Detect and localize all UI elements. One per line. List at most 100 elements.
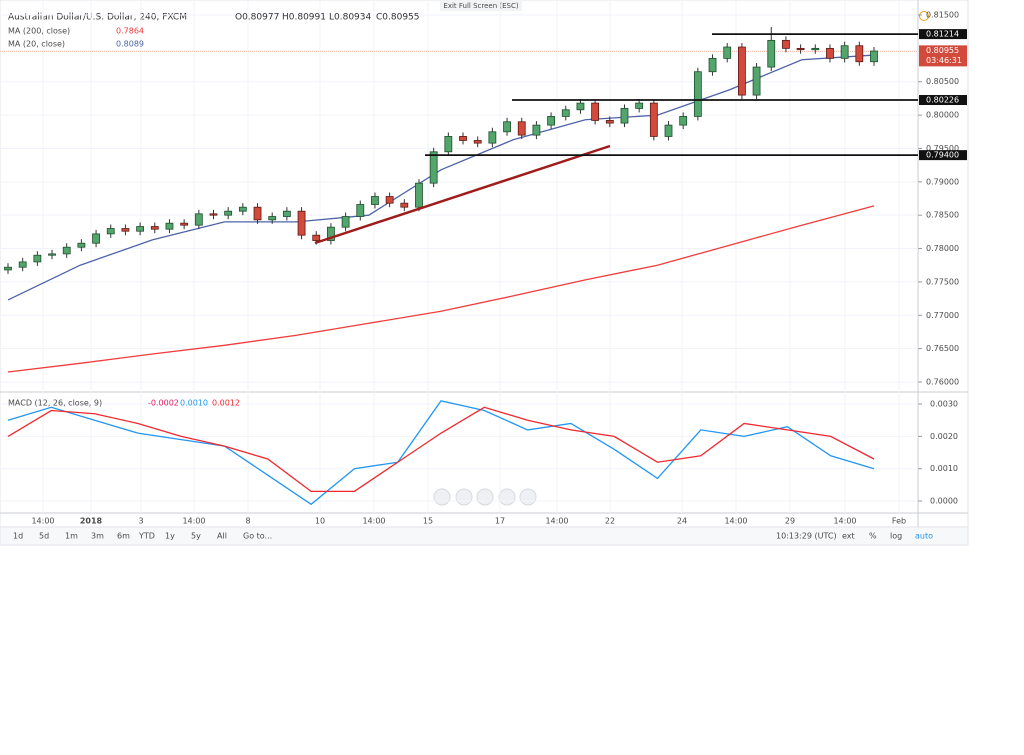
- y-tick-label: 0.81500: [926, 11, 959, 20]
- toolbar-option[interactable]: ext: [842, 532, 855, 541]
- ohlc-readout: H0.80991: [282, 13, 326, 23]
- x-tick-label: 14:00: [545, 517, 568, 526]
- nav-button[interactable]: [455, 488, 473, 506]
- y-tick-label: 0.76000: [926, 377, 959, 386]
- x-tick-label: 15: [423, 517, 433, 526]
- ohlc-readout: L0.80934: [329, 13, 372, 23]
- last-price-label: 0.80955: [926, 46, 959, 55]
- y-tick-label: 0.0020: [930, 432, 958, 441]
- candle-body: [649, 102, 658, 137]
- candle-body: [238, 206, 247, 212]
- nav-button[interactable]: [433, 488, 451, 506]
- x-tick-label: 3: [138, 517, 143, 526]
- ma-legend: MA (20, close): [8, 40, 65, 49]
- y-tick-label: 0.80500: [926, 77, 959, 86]
- y-tick-label: 0.78500: [926, 211, 959, 220]
- candle-body: [341, 216, 350, 228]
- ma-legend: MA (200, close): [8, 27, 70, 36]
- candle-body: [811, 47, 820, 51]
- ma-line: [7, 54, 875, 301]
- y-tick-label: 0.80000: [926, 111, 959, 120]
- level-label-box: [919, 150, 967, 161]
- y-tick-label: 0.76500: [926, 344, 959, 353]
- candle-body: [282, 210, 291, 217]
- x-tick-label: 14:00: [362, 517, 385, 526]
- x-tick-label: 17: [495, 517, 505, 526]
- y-tick-label: 0.79000: [926, 177, 959, 186]
- exit-fullscreen[interactable]: Exit Full Screen (ESC): [443, 2, 518, 10]
- alert-icon[interactable]: [919, 11, 929, 21]
- last-price-box: [919, 45, 967, 67]
- macd-title: MACD (12, 26, close, 9): [8, 399, 102, 408]
- y-tick-label: 0.77500: [926, 277, 959, 286]
- range-button[interactable]: 5y: [191, 532, 201, 541]
- range-button[interactable]: YTD: [138, 532, 155, 541]
- level-label: 0.81214: [926, 30, 959, 39]
- candle-body: [826, 47, 834, 59]
- candle-body: [429, 151, 438, 184]
- nav-button[interactable]: [476, 488, 494, 506]
- candle-body: [605, 120, 614, 124]
- range-button[interactable]: 6m: [117, 532, 130, 541]
- candle-body: [503, 121, 511, 133]
- x-tick-label: Feb: [892, 517, 906, 526]
- candle-body: [136, 226, 145, 232]
- toolbar-option[interactable]: log: [890, 532, 902, 541]
- candle-body: [327, 226, 335, 241]
- candle-body: [767, 39, 776, 68]
- candle-body: [33, 254, 42, 263]
- candle-body: [635, 102, 644, 109]
- candle-body: [737, 46, 746, 96]
- y-tick-label: 0.0000: [930, 497, 958, 506]
- y-tick-label: 0.77000: [926, 311, 959, 320]
- range-button[interactable]: 3m: [91, 532, 104, 541]
- candle-body: [576, 102, 585, 111]
- toolbar-option[interactable]: auto: [915, 532, 933, 541]
- clock: 10:13:29 (UTC): [776, 532, 837, 541]
- x-tick-label: 14:00: [182, 517, 205, 526]
- candle-body: [385, 196, 394, 204]
- candle-body: [488, 131, 497, 144]
- y-tick-label: 0.79500: [926, 144, 959, 153]
- ohlc-readout: O0.80977: [235, 13, 279, 23]
- candle-body: [664, 124, 673, 137]
- candle-body: [679, 116, 688, 126]
- candle-body: [708, 57, 717, 73]
- range-button[interactable]: 1m: [65, 532, 78, 541]
- level-label-box: [919, 95, 967, 106]
- trend-line: [314, 144, 611, 245]
- countdown: 03:46:31: [926, 56, 962, 65]
- x-tick-label: 14:00: [724, 517, 747, 526]
- goto-button[interactable]: Go to...: [243, 532, 272, 541]
- candle-body: [620, 108, 629, 124]
- level-label: 0.80226: [926, 96, 959, 105]
- candle-body: [253, 206, 262, 221]
- nav-button[interactable]: [498, 488, 516, 506]
- x-tick-label: 14:00: [31, 517, 54, 526]
- candle-body: [855, 45, 864, 63]
- ohlc-readout: C0.80955: [376, 13, 420, 23]
- candle-body: [268, 216, 277, 221]
- y-tick-label: 0.78000: [926, 244, 959, 253]
- x-tick-label: 10: [315, 517, 325, 526]
- candle-body: [18, 261, 27, 268]
- range-button[interactable]: 5d: [39, 532, 49, 541]
- range-button[interactable]: All: [217, 532, 227, 541]
- bottom-toolbar: [0, 526, 969, 546]
- exit-fullscreen-button[interactable]: [440, 0, 522, 11]
- x-tick-label: 8: [245, 517, 250, 526]
- ma-legend-value: 0.8089: [116, 40, 144, 49]
- macd-readout: 0.0010: [180, 399, 208, 408]
- x-tick-label: 24: [677, 517, 687, 526]
- candle-body: [312, 234, 321, 241]
- candle-body: [150, 226, 159, 230]
- ma-legend-value: 0.7864: [116, 27, 144, 36]
- y-tick-label: 0.0010: [930, 464, 958, 473]
- toolbar-option[interactable]: %: [869, 532, 877, 541]
- nav-button[interactable]: [519, 488, 537, 506]
- range-button[interactable]: 1d: [13, 532, 23, 541]
- x-tick-label: 22: [605, 517, 615, 526]
- candle-body: [693, 71, 702, 117]
- candle-body: [840, 45, 849, 59]
- range-button[interactable]: 1y: [165, 532, 175, 541]
